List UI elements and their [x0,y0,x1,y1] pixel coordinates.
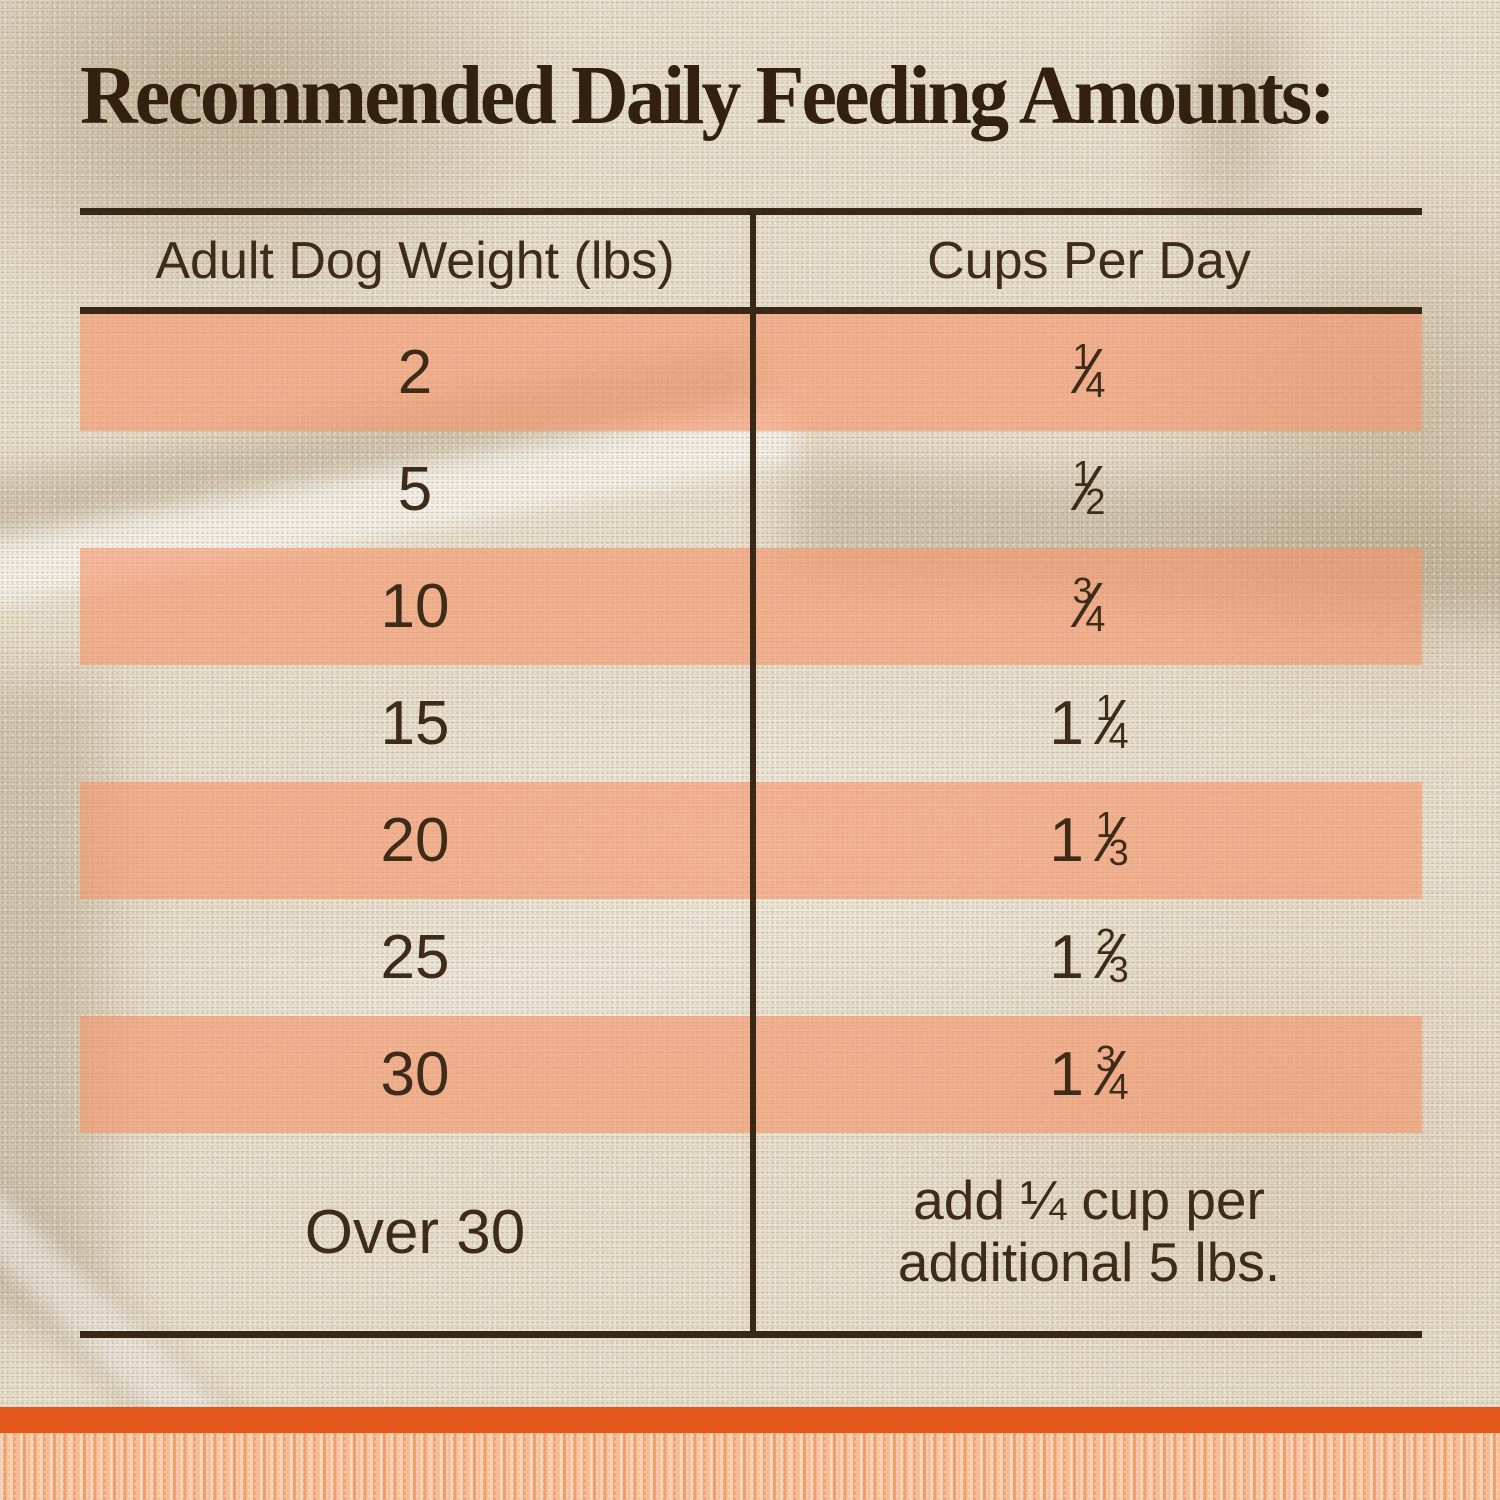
page-title: Recommended Daily Feeding Amounts: [80,49,1336,142]
cups-cell: 1 ⁄ 4 [1072,334,1106,407]
cups-cell: add ¼ cup per additional 5 lbs. [750,1133,1422,1331]
cups-cell-line: add ¼ cup per [913,1169,1265,1232]
cups-cell: 1 1 ⁄ 3 [1049,802,1129,875]
table-row: 25 1 2 ⁄ 3 [80,899,1422,1016]
cups-cell: 3 ⁄ 4 [1072,568,1106,641]
cups-cell: 1 1 ⁄ 4 [1049,685,1129,758]
weight-cell: 15 [380,689,450,758]
weight-cell: Over 30 [304,1197,526,1267]
column-divider [750,208,756,1338]
cups-whole-number: 1 [1049,689,1084,758]
weight-cell: 25 [380,923,450,992]
cups-whole-number: 1 [1049,1040,1084,1109]
cups-whole-number: 1 [1049,806,1084,875]
table-row: 15 1 1 ⁄ 4 [80,665,1422,782]
cups-cell: 1 2 ⁄ 3 [1049,919,1129,992]
cups-cell: 1 ⁄ 2 [1072,451,1106,524]
cups-cell-line: additional 5 lbs. [897,1231,1281,1293]
weight-cell: 5 [397,455,433,524]
cups-whole-number: 1 [1049,923,1084,992]
weight-cell: 10 [380,572,450,641]
cups-cell: 1 3 ⁄ 4 [1049,1036,1129,1109]
feeding-table: Adult Dog Weight (lbs) Cups Per Day 2 1 ⁄ 4… [80,208,1422,1338]
col-header-cups: Cups Per Day [927,232,1251,290]
table-row: Over 30 add ¼ cup per additional 5 lbs. [80,1133,1422,1331]
weight-cell: 30 [380,1040,450,1109]
accent-bar [0,1407,1500,1433]
col-header-weight: Adult Dog Weight (lbs) [155,232,675,290]
weight-cell: 20 [380,806,450,875]
towel-edge [0,1433,1500,1500]
weight-cell: 2 [397,338,433,407]
